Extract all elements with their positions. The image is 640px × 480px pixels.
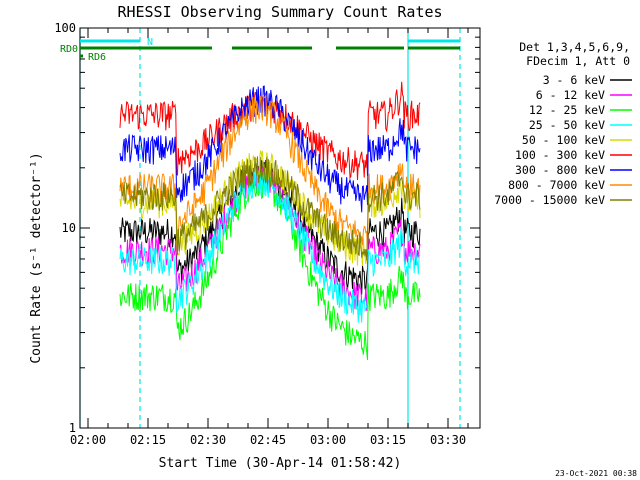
legend-label-5: 100 - 300 keV — [515, 148, 605, 162]
timestamp: 23-Oct-2021 00:38 — [555, 469, 637, 478]
y-axis-label: Count Rate (s⁻¹ detector⁻¹) — [29, 152, 44, 363]
flag-label-2: RD6 — [88, 52, 106, 63]
series-line-8 — [119, 156, 421, 261]
legend-label-6: 300 - 800 keV — [515, 163, 605, 177]
legend-label-8: 7000 - 15000 keV — [494, 193, 605, 207]
x-tick-label-0: 02:00 — [70, 433, 106, 447]
x-tick-label-5: 03:15 — [370, 433, 406, 447]
series-line-1 — [119, 166, 421, 311]
x-tick-label-4: 03:00 — [310, 433, 346, 447]
x-tick-label-6: 03:30 — [430, 433, 466, 447]
legend-label-1: 6 - 12 keV — [536, 88, 605, 102]
x-tick-label-2: 02:30 — [190, 433, 226, 447]
legend-header-1: FDecim 1, Att 0 — [526, 54, 630, 68]
x-tick-label-1: 02:15 — [130, 433, 166, 447]
legend-label-2: 12 - 25 keV — [529, 103, 605, 117]
y-tick-label-2: 100 — [54, 21, 76, 35]
legend-label-0: 3 - 6 keV — [543, 73, 605, 87]
series-line-5 — [119, 81, 421, 181]
legend-label-3: 25 - 50 keV — [529, 118, 605, 132]
x-axis-label: Start Time (30-Apr-14 01:58:42) — [159, 456, 402, 471]
y-tick-label-1: 10 — [62, 221, 76, 235]
series-line-7 — [119, 94, 421, 253]
flag-label-0: N — [147, 37, 153, 48]
legend-label-7: 800 - 7000 keV — [508, 178, 605, 192]
legend-label-4: 50 - 100 keV — [522, 133, 605, 147]
flag-label-1: RD0 — [60, 44, 78, 55]
legend-header-0: Det 1,3,4,5,6,9, — [519, 40, 630, 54]
y-tick-label-0: 1 — [69, 421, 76, 435]
chart-title: RHESSI Observing Summary Count Rates — [117, 3, 442, 21]
x-tick-label-3: 02:45 — [250, 433, 286, 447]
